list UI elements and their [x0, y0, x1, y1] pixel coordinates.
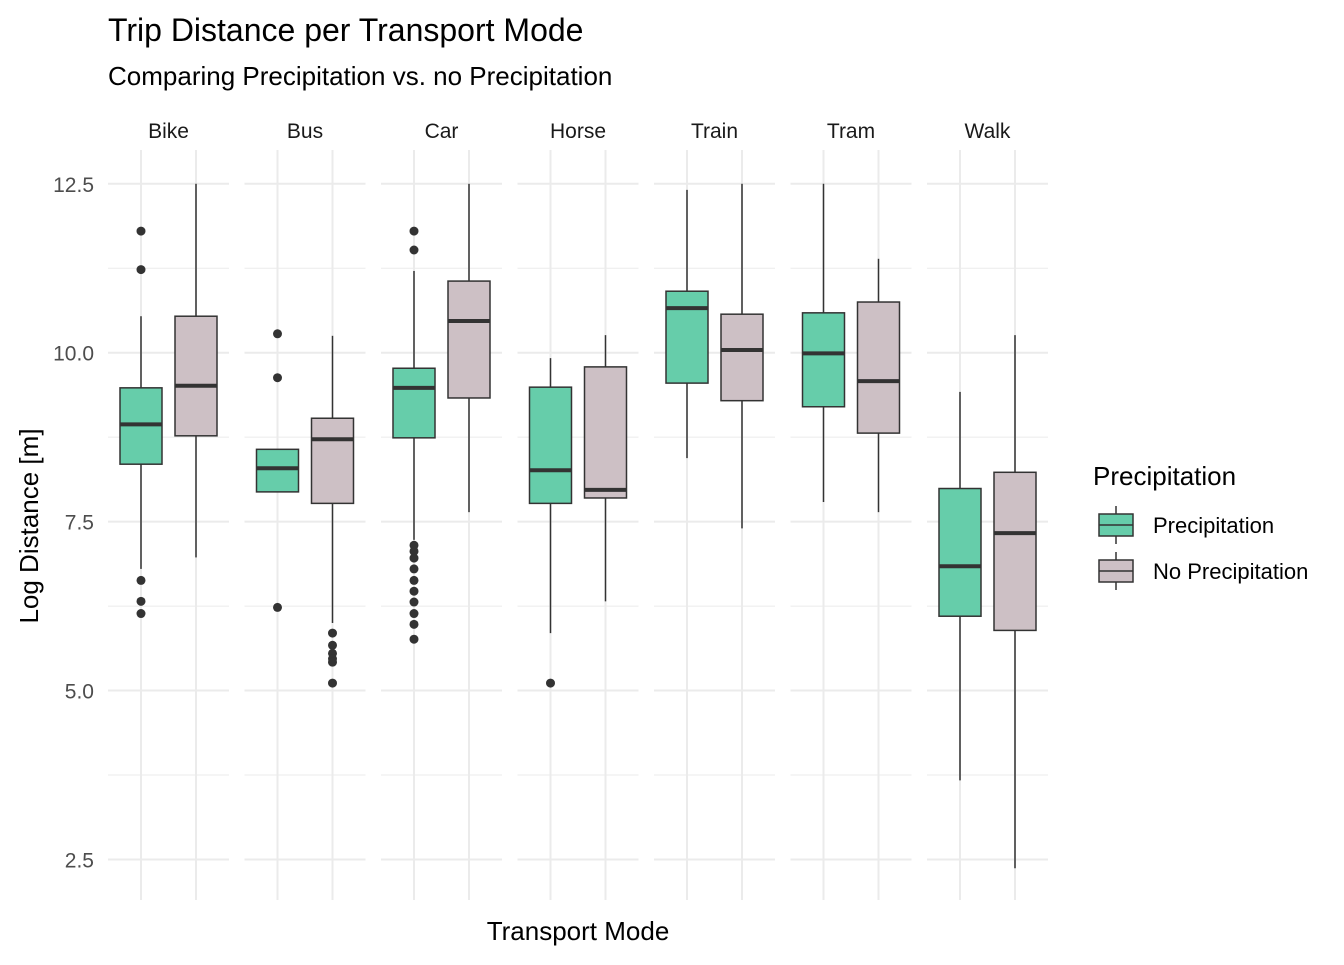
outlier-point	[409, 575, 419, 585]
x-axis-label: Transport Mode	[487, 916, 670, 946]
outlier-point	[409, 634, 419, 644]
outlier-point	[546, 678, 555, 688]
box-precipitation	[255, 448, 300, 493]
legend-label: Precipitation	[1153, 513, 1274, 538]
facet-strip-label: Car	[425, 120, 459, 143]
box-no-precipitation	[310, 417, 355, 505]
legend-label: No Precipitation	[1153, 559, 1308, 584]
outlier-point	[409, 553, 419, 563]
box-no-precipitation	[993, 471, 1037, 632]
facet-panel-walk: Walk	[927, 120, 1048, 900]
chart-title: Trip Distance per Transport Mode	[108, 12, 583, 48]
chart-subtitle: Comparing Precipitation vs. no Precipita…	[108, 61, 612, 91]
outlier-point	[273, 373, 282, 383]
outlier-point	[136, 596, 146, 606]
facet-strip-label: Horse	[550, 120, 606, 143]
y-tick-label: 2.5	[65, 849, 94, 872]
y-tick-label: 7.5	[65, 512, 94, 535]
y-tick-label: 10.0	[53, 343, 94, 366]
facet-strip-label: Walk	[965, 120, 1011, 143]
outlier-point	[136, 226, 146, 236]
box-no-precipitation	[174, 315, 218, 437]
outlier-point	[136, 609, 146, 619]
legend: Precipitation Precipitation No Precipitat…	[1093, 461, 1308, 590]
facet-panel-train: Train	[654, 120, 775, 900]
facet-strip-label: Bike	[148, 120, 189, 143]
box-precipitation	[528, 386, 573, 505]
outlier-point	[136, 265, 146, 275]
box-precipitation	[392, 367, 436, 439]
outlier-point	[328, 678, 337, 688]
facet-panel-horse: Horse	[517, 120, 639, 900]
y-tick-label: 5.0	[65, 681, 94, 704]
facet-strip-label: Tram	[827, 120, 875, 143]
outlier-point	[409, 226, 419, 236]
outlier-point	[409, 609, 419, 619]
box-no-precipitation	[583, 366, 628, 499]
outlier-point	[409, 564, 419, 574]
box-no-precipitation	[856, 301, 901, 434]
outlier-point	[328, 640, 337, 650]
legend-item-precipitation: Precipitation	[1098, 506, 1274, 544]
outlier-point	[328, 628, 337, 638]
box-precipitation	[801, 312, 846, 408]
facet-panel-bus: Bus	[244, 120, 366, 900]
box-precipitation	[938, 487, 982, 617]
outlier-point	[328, 657, 337, 667]
facet-panel-bike: Bike	[108, 120, 229, 900]
outlier-point	[136, 575, 146, 585]
outlier-point	[409, 245, 419, 255]
outlier-point	[273, 602, 282, 612]
outlier-point	[409, 597, 419, 607]
outlier-point	[409, 619, 419, 629]
legend-title: Precipitation	[1093, 461, 1236, 491]
y-tick-label: 12.5	[53, 174, 94, 197]
outlier-point	[409, 586, 419, 596]
facet-strip-label: Train	[691, 120, 738, 143]
box-no-precipitation	[720, 313, 764, 402]
legend-item-no-precipitation: No Precipitation	[1098, 552, 1308, 590]
box-precipitation	[665, 290, 709, 384]
box-no-precipitation	[447, 280, 491, 399]
outlier-point	[273, 329, 282, 339]
facet-panel-car: Car	[381, 120, 502, 900]
outlier-point	[409, 546, 419, 556]
facet-strip-label: Bus	[287, 120, 323, 143]
y-axis-label: Log Distance [m]	[14, 428, 44, 623]
facet-panel-tram: Tram	[790, 120, 912, 900]
